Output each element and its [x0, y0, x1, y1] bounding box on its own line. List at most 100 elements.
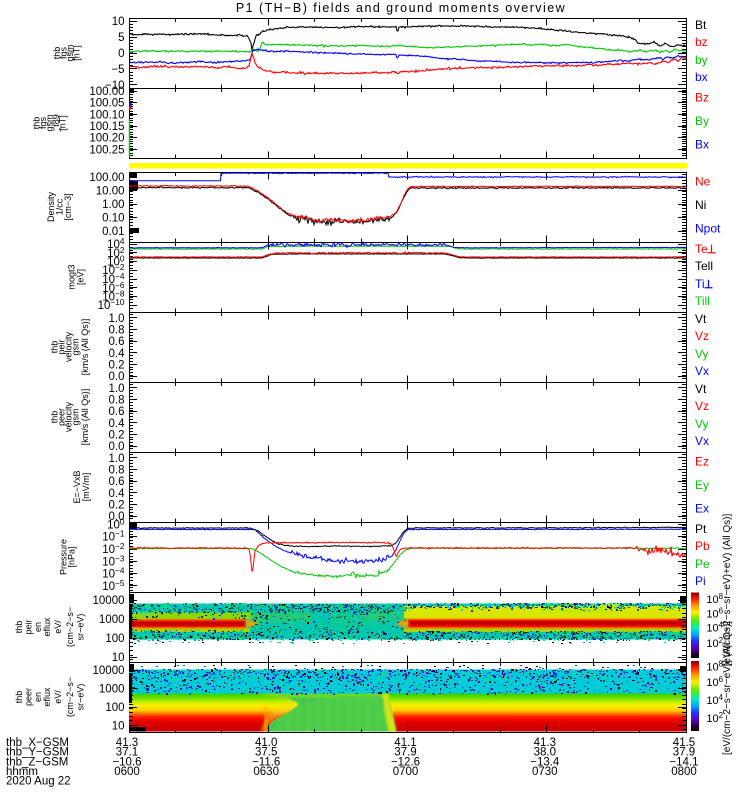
svg-text:Ne: Ne	[695, 175, 711, 189]
svg-text:1.0: 1.0	[109, 313, 125, 325]
svg-text:41.3: 41.3	[116, 737, 138, 749]
svg-text:0.8: 0.8	[109, 325, 125, 337]
svg-text:37.1: 37.1	[116, 747, 138, 759]
svg-text:[eV]: [eV]	[76, 269, 86, 285]
svg-text:Vt: Vt	[695, 312, 707, 326]
svg-text:gsm: gsm	[71, 338, 81, 355]
svg-text:100: 100	[105, 633, 124, 645]
svg-text:0700: 0700	[393, 766, 419, 778]
svg-text:0.0: 0.0	[109, 371, 125, 383]
svg-text:[nT]: [nT]	[58, 115, 68, 131]
svg-text:Bt: Bt	[695, 18, 707, 32]
svg-text:Ti: Ti	[695, 277, 705, 291]
svg-text:1.0: 1.0	[109, 453, 125, 465]
svg-text:0.6: 0.6	[109, 476, 125, 488]
svg-text:Pressure: Pressure	[59, 539, 69, 575]
svg-text:Ey: Ey	[695, 478, 709, 492]
svg-text:peir: peir	[23, 619, 33, 634]
svg-text:by: by	[695, 53, 708, 67]
svg-text:thb_Y−GSM: thb_Y−GSM	[6, 747, 69, 759]
svg-text:thb: thb	[14, 691, 24, 704]
svg-text:0.8: 0.8	[109, 395, 125, 407]
svg-text:peir: peir	[57, 339, 67, 354]
svg-text:hhmm: hhmm	[6, 766, 38, 778]
svg-text:thb_Z−GSM: thb_Z−GSM	[6, 756, 68, 768]
svg-text:Tell: Tell	[695, 259, 713, 273]
svg-text:peer: peer	[23, 688, 33, 706]
svg-text:100.20: 100.20	[89, 133, 124, 145]
svg-text:41.1: 41.1	[394, 737, 416, 749]
svg-text:10: 10	[112, 16, 125, 28]
svg-text:Bx: Bx	[695, 137, 709, 151]
svg-text:0.6: 0.6	[109, 406, 125, 418]
svg-text:thb_X−GSM: thb_X−GSM	[6, 737, 69, 749]
svg-text:P1 (TH−B) fields and ground mo: P1 (TH−B) fields and ground moments over…	[236, 1, 566, 15]
svg-text:_t89: _t89	[51, 114, 61, 133]
svg-text:fgs: fgs	[59, 47, 69, 60]
svg-text:0: 0	[118, 48, 124, 60]
svg-text:en: en	[33, 622, 43, 632]
svg-text:Ez: Ez	[695, 455, 709, 469]
svg-text:−13.4: −13.4	[530, 756, 560, 768]
svg-text:(cm~2−s−: (cm~2−s−	[65, 607, 75, 647]
svg-text:41.5: 41.5	[673, 737, 695, 749]
svg-text:Density: Density	[46, 191, 56, 222]
svg-text:0600: 0600	[114, 766, 140, 778]
svg-text:0.01: 0.01	[102, 226, 124, 238]
svg-text:100.25: 100.25	[89, 144, 124, 156]
svg-text:By: By	[695, 114, 709, 128]
svg-text:[eV/(cm~2−s−sr−eV)+eV) (All Qs: [eV/(cm~2−s−sr−eV)+eV) (All Qs)]	[722, 514, 733, 667]
svg-text:Vx: Vx	[695, 434, 709, 448]
svg-text:mogt3: mogt3	[67, 264, 77, 289]
svg-text:0.4: 0.4	[109, 488, 126, 500]
svg-text:Vz: Vz	[695, 329, 709, 343]
svg-text:2020 Aug 22: 2020 Aug 22	[6, 776, 71, 788]
svg-text:[cm−3]: [cm−3]	[63, 193, 73, 220]
svg-text:[km/s (All Qs)]: [km/s (All Qs)]	[80, 319, 90, 376]
svg-text:10000: 10000	[93, 665, 125, 677]
svg-text:bx: bx	[695, 70, 708, 84]
svg-text:[nPa]: [nPa]	[67, 546, 77, 567]
svg-text:100.05: 100.05	[89, 98, 124, 110]
svg-text:0800: 0800	[671, 766, 697, 778]
svg-text:−11.6: −11.6	[252, 756, 280, 768]
svg-text:0730: 0730	[532, 766, 558, 778]
svg-text:gsm: gsm	[65, 44, 75, 61]
svg-text:100: 100	[105, 702, 124, 714]
svg-text:0.4: 0.4	[109, 418, 126, 430]
svg-text:sr−eV): sr−eV)	[75, 684, 85, 711]
svg-text:100.10: 100.10	[89, 109, 124, 121]
svg-text:[eV/(cm~2−s−sr−eV)] (All Qs)]: [eV/(cm~2−s−sr−eV)] (All Qs)]	[722, 621, 733, 755]
svg-text:[nT]: [nT]	[72, 45, 82, 61]
svg-text:100.00: 100.00	[89, 86, 124, 98]
svg-text:velocity: velocity	[64, 331, 74, 362]
svg-text:0.0: 0.0	[109, 511, 125, 523]
svg-text:0.2: 0.2	[109, 500, 125, 512]
svg-text:thb: thb	[52, 47, 62, 60]
svg-text:eV/: eV/	[53, 620, 63, 634]
svg-text:1.0: 1.0	[109, 383, 125, 395]
svg-text:10000: 10000	[93, 595, 125, 607]
svg-text:fgs: fgs	[38, 117, 48, 130]
svg-text:37.5: 37.5	[255, 747, 277, 759]
svg-text:Vt: Vt	[695, 382, 707, 396]
svg-text:38.0: 38.0	[534, 747, 556, 759]
svg-text:Pb: Pb	[695, 539, 710, 553]
svg-text:eflux: eflux	[42, 687, 52, 707]
svg-text:Ni: Ni	[695, 198, 706, 212]
svg-text:Vx: Vx	[695, 364, 709, 378]
svg-text:0.2: 0.2	[109, 430, 125, 442]
svg-text:−10: −10	[105, 80, 125, 92]
svg-text:100.00: 100.00	[89, 172, 124, 184]
svg-text:0.8: 0.8	[109, 465, 125, 477]
svg-text:Vz: Vz	[695, 399, 709, 413]
svg-text:37.9: 37.9	[394, 747, 416, 759]
svg-text:en: en	[33, 692, 43, 702]
svg-text:gsm: gsm	[45, 114, 55, 131]
svg-text:Npot: Npot	[695, 221, 721, 235]
svg-text:Pi: Pi	[695, 574, 706, 588]
svg-text:0.6: 0.6	[109, 336, 125, 348]
svg-text:1/cc: 1/cc	[55, 198, 65, 215]
svg-text:37.9: 37.9	[673, 747, 695, 759]
svg-text:0630: 0630	[253, 766, 279, 778]
